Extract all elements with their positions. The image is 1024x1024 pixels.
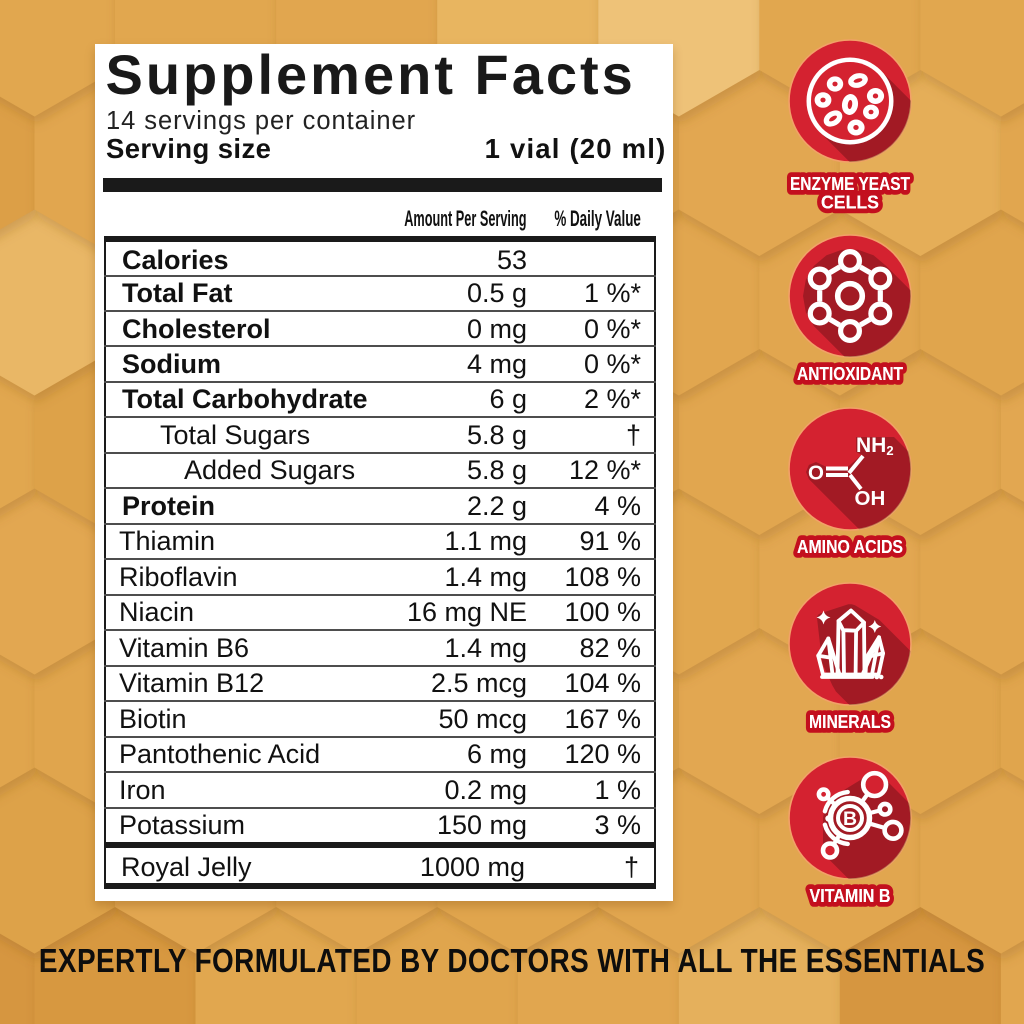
svg-text:OH: OH	[855, 487, 886, 510]
svg-text:O: O	[808, 462, 824, 485]
svg-text:ENZYME YEAST: ENZYME YEAST	[790, 173, 910, 194]
svg-text:MINERALS: MINERALS	[809, 711, 891, 732]
svg-text:B: B	[843, 808, 857, 830]
svg-text:ANTIOXIDANT: ANTIOXIDANT	[797, 363, 903, 384]
svg-text:VITAMIN B: VITAMIN B	[810, 885, 891, 906]
svg-text:AMINO ACIDS: AMINO ACIDS	[797, 536, 903, 557]
svg-text:ENZYME YEAST: ENZYME YEAST	[790, 173, 910, 194]
svg-text:MINERALS: MINERALS	[809, 711, 891, 732]
svg-text:VITAMIN B: VITAMIN B	[810, 885, 891, 906]
svg-text:ANTIOXIDANT: ANTIOXIDANT	[797, 363, 903, 384]
svg-text:AMINO ACIDS: AMINO ACIDS	[797, 536, 903, 557]
svg-text:CELLS: CELLS	[821, 192, 879, 213]
svg-text:CELLS: CELLS	[821, 192, 879, 213]
